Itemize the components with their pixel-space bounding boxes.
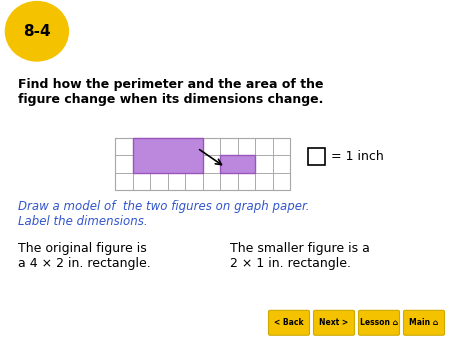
Text: Changing Dimensions:: Changing Dimensions: [76, 11, 261, 26]
FancyBboxPatch shape [404, 310, 445, 335]
Text: The smaller figure is a
2 × 1 in. rectangle.: The smaller figure is a 2 × 1 in. rectan… [230, 242, 370, 270]
FancyBboxPatch shape [359, 310, 400, 335]
Bar [115, 138, 290, 190]
FancyBboxPatch shape [269, 310, 310, 335]
Text: Draw a model of  the two figures on graph paper.
Label the dimensions.: Draw a model of the two figures on graph… [18, 200, 310, 228]
Text: Find how the perimeter and the area of the
figure change when its dimensions cha: Find how the perimeter and the area of t… [18, 77, 324, 105]
Text: Perimeter and Area: Perimeter and Area [76, 38, 239, 52]
Bar [220, 155, 255, 172]
Text: Next >: Next > [320, 318, 349, 327]
Text: = 1 inch: = 1 inch [331, 150, 383, 163]
Text: Lesson ⌂: Lesson ⌂ [360, 318, 398, 327]
FancyBboxPatch shape [314, 310, 355, 335]
Text: < Back: < Back [274, 318, 304, 327]
Text: The original figure is
a 4 × 2 in. rectangle.: The original figure is a 4 × 2 in. recta… [18, 242, 151, 270]
Text: © HOLT McDOUGAL. All Rights Reserved.: © HOLT McDOUGAL. All Rights Reserved. [8, 321, 151, 328]
Text: Main ⌂: Main ⌂ [410, 318, 439, 327]
Bar [132, 138, 202, 172]
Text: 8-4: 8-4 [23, 24, 51, 39]
Ellipse shape [5, 2, 68, 61]
Bar [308, 148, 324, 165]
